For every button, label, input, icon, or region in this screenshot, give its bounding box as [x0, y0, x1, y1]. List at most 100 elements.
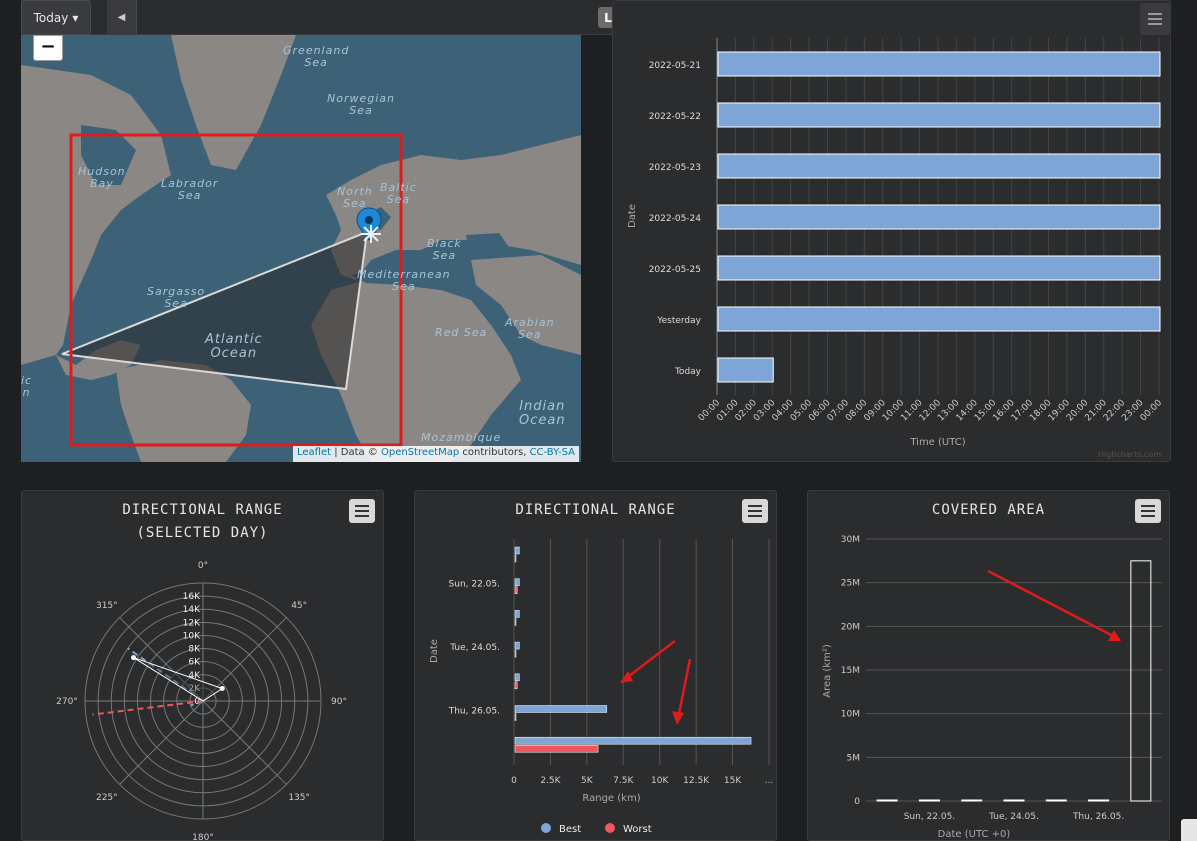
timeline-chart: 00:0001:0002:0003:0004:0005:0006:0007:00…	[627, 38, 1165, 459]
snowflake-icon	[361, 225, 381, 243]
dirrange-card: DIRECTIONAL RANGE 0 2.5K 5K 7.5K 10K 12.5K 15K…	[414, 490, 777, 841]
label-hudson-bay: Hudson Bay	[78, 165, 126, 191]
timeline-bar	[717, 306, 1161, 332]
area-x-axis-label: Date (UTC +0)	[938, 829, 1011, 840]
polar-best-area	[133, 657, 224, 702]
polar-radial-tick: 8K	[188, 645, 201, 655]
map-marker-icon[interactable]	[356, 207, 382, 241]
today-dropdown-button[interactable]: Today ▾	[21, 0, 91, 35]
area-menu-button[interactable]	[1135, 499, 1161, 523]
dirrange-y-tick: Thu, 26.05.	[448, 707, 500, 717]
dirrange-best-bar	[514, 546, 520, 555]
timeline-bar	[717, 102, 1161, 128]
area-bar	[1088, 799, 1110, 802]
polar-best-point	[219, 686, 225, 692]
timeline-panel: 00:00 01:00 02:00 03:00 04:00 05:00 06:00 07:00…	[612, 0, 1171, 462]
map-svg	[21, 35, 581, 462]
dirrange-worst-bar	[514, 681, 518, 690]
polar-card: DIRECTIONAL RANGE (SELECTED DAY) 0° 45° 90…	[21, 490, 384, 841]
polar-radial-tick: 12K	[183, 618, 201, 628]
dirrange-x-tick: 0	[511, 776, 517, 786]
polar-angle-label: 135°	[288, 793, 310, 803]
label-norwegian-sea: Norwegian Sea	[327, 92, 395, 118]
osm-link[interactable]: OpenStreetMap	[381, 447, 460, 458]
polar-best-point	[131, 655, 137, 661]
leaflet-link[interactable]: Leaflet	[296, 447, 332, 458]
dirrange-worst-bar	[514, 744, 599, 753]
label-mozambique: Mozambique	[421, 431, 502, 444]
timeline-y-tick: 2022-05-25	[649, 265, 701, 275]
area-bar	[918, 799, 940, 802]
polar-angle-label: 45°	[291, 601, 307, 611]
label-indian-ocean: Indian Ocean	[519, 399, 566, 429]
dirrange-best-bar	[514, 578, 520, 586]
dirrange-menu-button[interactable]	[742, 499, 768, 523]
label-baltic-sea: Baltic Sea	[380, 181, 417, 207]
zoom-out-button[interactable]: −	[33, 35, 63, 61]
polar-chart: 0°45°90°135°180°225°270°315°02K4K6K8K10K…	[56, 561, 347, 840]
timeline-y-tick: 2022-05-22	[649, 112, 701, 122]
polar-title-line1: DIRECTIONAL RANGE	[122, 502, 283, 518]
polar-worst-ray	[92, 700, 204, 716]
polar-angle-label: 90°	[331, 697, 347, 707]
map[interactable]: Greenland Sea Norwegian Sea Hudson Bay L…	[21, 35, 581, 462]
dirrange-best-bar	[514, 705, 608, 713]
timeline-bar	[717, 51, 1161, 77]
timeline-menu-button[interactable]	[1140, 3, 1170, 35]
area-bar	[876, 799, 898, 802]
land-europe	[326, 135, 581, 280]
label-black-sea: Black Sea	[427, 237, 462, 263]
dirrange-x-tick: 7.5K	[613, 776, 634, 786]
dirrange-worst-bar	[514, 618, 517, 626]
dirrange-y-tick: Tue, 24.05.	[449, 643, 500, 653]
dirrange-worst-bar	[514, 649, 517, 658]
polar-spoke	[202, 700, 287, 785]
dirrange-best-bar	[514, 736, 752, 745]
label-red-sea: Red Sea	[435, 326, 488, 339]
timeline-y-tick: 2022-05-21	[649, 61, 701, 71]
polar-radial-tick: 2K	[188, 684, 201, 694]
dirrange-y-axis-label: Date	[429, 639, 440, 663]
timeline-y-tick: 2022-05-23	[649, 163, 701, 173]
land-north-america	[21, 65, 171, 365]
dirrange-x-tick: ...	[765, 776, 774, 786]
polar-title: DIRECTIONAL RANGE (SELECTED DAY)	[22, 499, 383, 545]
timeline-y-tick: 2022-05-24	[649, 214, 702, 224]
area-bar	[961, 799, 983, 802]
legend-best-marker	[541, 823, 551, 833]
polar-menu-button[interactable]	[349, 499, 375, 523]
label-sargasso-sea: Sargasso Sea	[147, 285, 206, 311]
timeline-x-axis-label: Time (UTC)	[909, 437, 965, 448]
annotation-arrowhead	[620, 671, 633, 683]
timeline-x-tick: 00:00	[1139, 398, 1165, 424]
attribution-text-2: contributors,	[459, 447, 530, 458]
dirrange-title: DIRECTIONAL RANGE	[515, 502, 676, 518]
legend-best-label: Best	[559, 824, 581, 835]
area-y-tick: 0	[854, 797, 860, 807]
timeline-bar	[717, 357, 774, 383]
scroll-to-top-button[interactable]	[1181, 819, 1197, 841]
area-x-tick: Sun, 22.05.	[904, 812, 955, 822]
black-sea-water	[466, 233, 511, 260]
previous-button[interactable]: ◀	[107, 0, 137, 35]
dirrange-best-bar	[514, 641, 520, 650]
area-title: COVERED AREA	[931, 502, 1046, 518]
dirrange-chart: 0 2.5K 5K 7.5K 10K 12.5K 15K ... Sun, 22.05. Tue,…	[429, 539, 774, 835]
label-mediterranean-sea: Mediterranean Sea	[357, 268, 451, 294]
polar-title-line2: (SELECTED DAY)	[136, 525, 269, 541]
timeline-bar	[717, 255, 1161, 281]
timeline-credit: Highcharts.com	[1098, 450, 1161, 459]
label-labrador-sea: Labrador Sea	[161, 177, 219, 203]
annotation-arrowhead	[1108, 630, 1121, 641]
mediterranean-water	[351, 267, 476, 290]
polar-spoke	[119, 617, 204, 702]
polar-angle-label: 180°	[192, 833, 214, 840]
annotation-arrow	[987, 569, 1114, 638]
area-y-tick: 5M	[847, 753, 861, 763]
license-link[interactable]: CC-BY-SA	[529, 447, 575, 458]
caret-down-icon: ▾	[72, 10, 79, 25]
polar-radial-tick: 10K	[183, 631, 201, 641]
timeline-bar	[717, 153, 1161, 179]
area-y-tick: 10M	[841, 710, 860, 720]
legend-worst-label: Worst	[623, 824, 652, 835]
